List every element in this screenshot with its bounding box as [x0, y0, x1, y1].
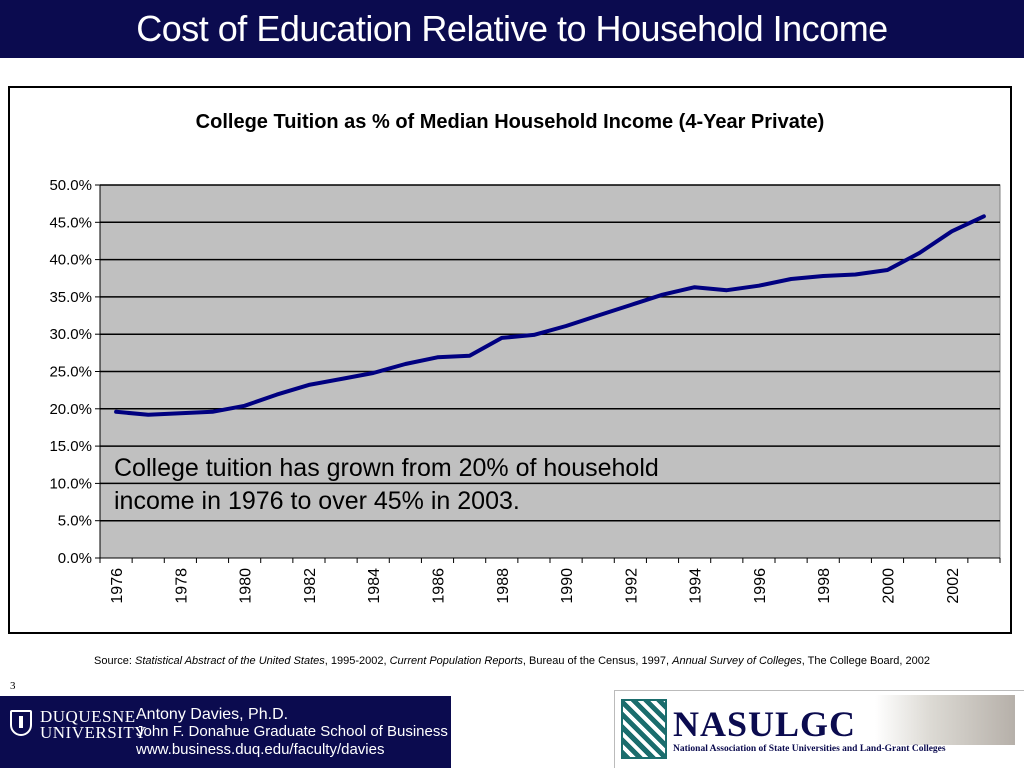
y-tick-label: 0.0%	[58, 550, 92, 567]
axes	[95, 184, 1001, 563]
title-bar: Cost of Education Relative to Household …	[0, 0, 1024, 58]
source-prefix: Source:	[94, 655, 135, 667]
x-tick-label: 1998	[816, 568, 833, 604]
series-lines	[114, 214, 986, 417]
footer-partner-banner: NASULGC National Association of State Un…	[614, 690, 1024, 768]
x-tick-label: 1990	[559, 568, 576, 604]
x-tick-label: 1980	[238, 568, 255, 604]
partner-name: NASULGC	[673, 704, 857, 744]
x-tick-label: 1992	[623, 568, 640, 604]
x-tick-labels: 1976 1978 1980 1982 1984 1986 1988 1990 1992 1994…	[109, 568, 962, 604]
graduates-photo	[875, 695, 1015, 745]
series-line	[114, 214, 986, 417]
source-citation: Source: Statistical Abstract of the Unit…	[0, 655, 1024, 667]
source-ref-3-tail: , The College Board, 2002	[801, 655, 930, 667]
y-tick-label: 25.0%	[49, 364, 92, 381]
nasulgc-logo-icon	[621, 699, 667, 759]
source-ref-2-tail: , Bureau of the Census, 1997,	[522, 655, 673, 667]
footer-author-banner: DUQUESNE UNIVERSITY Antony Davies, Ph.D.…	[0, 696, 451, 768]
duquesne-crest-icon	[10, 710, 32, 736]
grid-lines	[100, 184, 1000, 522]
page-number: 3	[10, 680, 16, 692]
x-tick-label: 1982	[302, 568, 319, 604]
y-tick-label: 40.0%	[49, 252, 92, 269]
y-tick-label: 20.0%	[49, 401, 92, 418]
y-tick-label: 35.0%	[49, 289, 92, 306]
x-tick-label: 2000	[881, 568, 898, 604]
x-tick-label: 1978	[173, 568, 190, 604]
source-ref-1: Statistical Abstract of the United State…	[135, 655, 325, 667]
chart-title: College Tuition as % of Median Household…	[196, 111, 825, 133]
partner-full-name: National Association of State Universiti…	[673, 744, 946, 754]
x-tick-label: 1984	[366, 568, 383, 604]
x-tick-label: 1988	[495, 568, 512, 604]
y-tick-labels: 0.0% 5.0% 10.0% 15.0% 20.0% 25.0% 30.0% 35.0% 40…	[49, 177, 92, 567]
slide-title: Cost of Education Relative to Household …	[136, 8, 888, 49]
university-name-line-1: DUQUESNE	[40, 707, 136, 726]
university-name-line-2: UNIVERSITY	[40, 723, 147, 742]
annotation-line-1: College tuition has grown from 20% of ho…	[114, 454, 659, 482]
y-tick-label: 30.0%	[49, 326, 92, 343]
x-tick-label: 1986	[431, 568, 448, 604]
source-ref-1-tail: , 1995-2002,	[324, 655, 390, 667]
source-ref-3: Annual Survey of Colleges	[672, 655, 802, 667]
x-tick-label: 1976	[109, 568, 126, 604]
y-tick-label: 45.0%	[49, 214, 92, 231]
y-tick-label: 15.0%	[49, 438, 92, 455]
source-ref-2: Current Population Reports	[389, 655, 523, 667]
y-tick-label: 5.0%	[58, 513, 92, 530]
y-tick-label: 50.0%	[49, 177, 92, 194]
y-tick-label: 10.0%	[49, 475, 92, 492]
annotation-line-2: income in 1976 to over 45% in 2003.	[114, 487, 520, 515]
x-tick-label: 1994	[688, 568, 705, 604]
chart-frame: College Tuition as % of Median Household…	[8, 86, 1012, 634]
author-name: Antony Davies, Ph.D.	[136, 706, 289, 723]
author-url: www.business.duq.edu/faculty/davies	[136, 741, 385, 758]
school-name: John F. Donahue Graduate School of Busin…	[136, 723, 448, 740]
line-chart: College Tuition as % of Median Household…	[49, 111, 1001, 604]
x-tick-label: 2002	[945, 568, 962, 604]
x-tick-label: 1996	[752, 568, 769, 604]
